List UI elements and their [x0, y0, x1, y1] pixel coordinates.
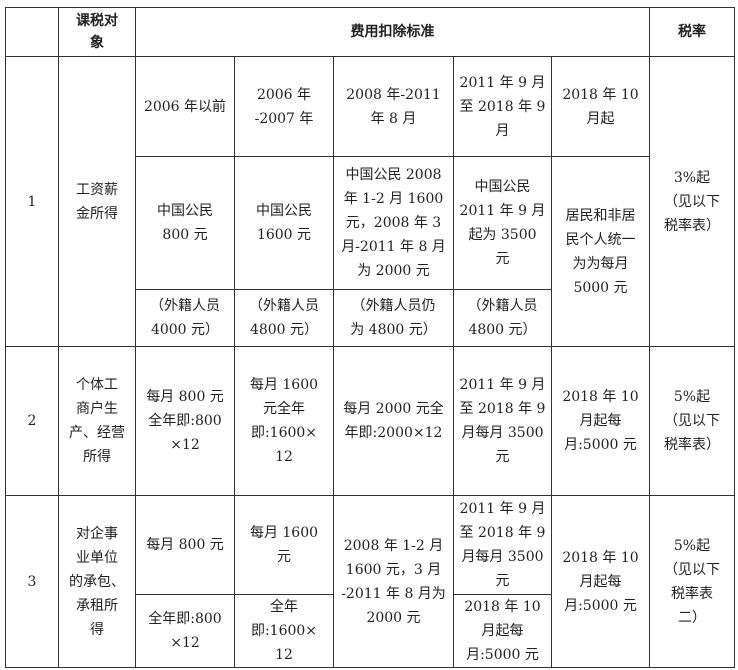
deduction-cell: 2008 年 1-2 月 1600 元，3 月 -2011 年 8 月为 200…	[333, 495, 454, 668]
row-subject: 个体工 商户生 产、经营 所得	[58, 346, 136, 496]
deduction-cell: 每月 2000 元全 年即:2000×12	[333, 346, 454, 496]
deduction-cell: 全年即:800 ×12	[135, 594, 235, 668]
citizen-cell: 中国公民 1600 元	[234, 156, 334, 290]
deduction-cell: 全年 即:1600× 12	[234, 594, 334, 668]
rate-cell: 5%起 （见以下 税率表 二）	[649, 495, 735, 668]
foreigner-cell: （外籍人员 4800 元）	[453, 289, 552, 347]
citizen-cell: 居民和非居 民个人统一 为为每月 5000 元	[551, 156, 650, 347]
deduction-cell: 每月 800 元	[135, 495, 235, 595]
deduction-cell: 2018 年 10 月起每 月:5000 元	[551, 346, 650, 496]
period-cell: 2006 年 -2007 年	[234, 56, 334, 157]
deduction-cell: 每月 1600 元全年 即:1600× 12	[234, 346, 334, 496]
citizen-cell: 中国公民 2011 年 9 月 起为 3500 元	[453, 156, 552, 290]
period-cell: 2018 年 10 月起	[551, 56, 650, 157]
deduction-cell: 2018 年 10 月起每 月:5000 元	[551, 495, 650, 668]
deduction-cell: 2011 年 9 月 至 2018 年 9 月每月 3500 元	[453, 346, 552, 496]
header-deduction: 费用扣除标准	[135, 7, 650, 57]
deduction-cell: 每月 1600 元	[234, 495, 334, 595]
row-index: 1	[5, 56, 59, 347]
header-subject: 课税对 象	[58, 7, 136, 57]
deduction-cell: 2018 年 10 月起每 月:5000 元	[453, 594, 552, 668]
citizen-cell: 中国公民 2008 年 1-2 月 1600 元，2008 年 3 月-2011…	[333, 156, 454, 290]
foreigner-cell: （外籍人员仍 为 4800 元）	[333, 289, 454, 347]
row-subject: 对企事 业单位 的承包、 承租所 得	[58, 495, 136, 668]
period-cell: 2008 年-2011 年 8 月	[333, 56, 454, 157]
period-cell: 2006 年以前	[135, 56, 235, 157]
foreigner-cell: （外籍人员 4000 元）	[135, 289, 235, 347]
foreigner-cell: （外籍人员 4800 元）	[234, 289, 334, 347]
period-cell: 2011 年 9 月 至 2018 年 9 月	[453, 56, 552, 157]
row-subject: 工资薪 金所得	[58, 56, 136, 347]
header-rate: 税率	[649, 7, 735, 57]
deduction-cell: 每月 800 元 全年即:800 ×12	[135, 346, 235, 496]
deduction-cell: 2011 年 9 月 至 2018 年 9 月每月 3500 元	[453, 495, 552, 595]
rate-cell: 3%起 （见以下 税率表）	[649, 56, 735, 347]
citizen-cell: 中国公民 800 元	[135, 156, 235, 290]
row-index: 2	[5, 346, 59, 496]
rate-cell: 5%起 （见以下 税率表）	[649, 346, 735, 496]
row-index: 3	[5, 495, 59, 668]
header-index	[5, 7, 59, 57]
